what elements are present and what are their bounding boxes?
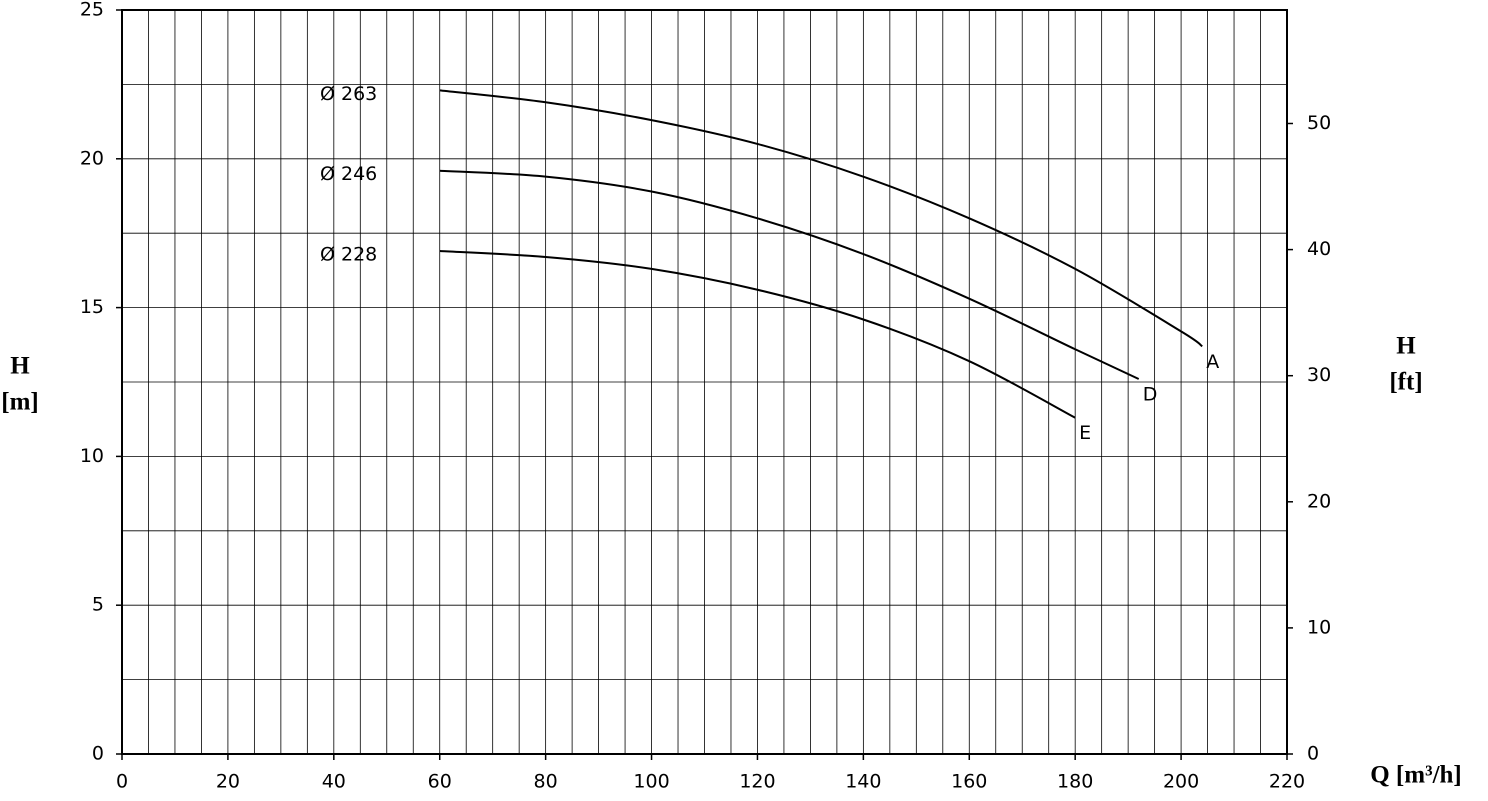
- curve-name: D: [1143, 384, 1158, 406]
- y2-label-unit: [ft]: [1389, 369, 1422, 396]
- y2-tick-label: 50: [1307, 112, 1331, 134]
- diameter-label: Ø 246: [320, 163, 377, 185]
- y-tick-label: 20: [80, 147, 104, 169]
- x-tick-label: 200: [1163, 771, 1199, 793]
- y2-label-symbol: H: [1396, 333, 1416, 360]
- x-tick-label: 160: [951, 771, 987, 793]
- x-tick-label: 220: [1269, 771, 1305, 793]
- y2-tick-label: 40: [1307, 238, 1331, 260]
- curve: [439, 250, 1076, 419]
- y2-tick-label: 30: [1307, 364, 1331, 386]
- curve-name: E: [1079, 422, 1091, 444]
- curve: [439, 89, 1203, 348]
- x-label: Q [m³/h]: [1370, 762, 1462, 789]
- y-tick-label: 15: [80, 296, 104, 318]
- y2-tick-label: 0: [1307, 743, 1319, 765]
- y-tick-label: 25: [80, 0, 104, 21]
- x-tick-label: 60: [428, 771, 452, 793]
- curve: [439, 169, 1140, 380]
- curve-name: A: [1206, 351, 1219, 373]
- x-tick-label: 0: [116, 771, 128, 793]
- plot-frame: [121, 9, 1288, 755]
- y-label-symbol: H: [10, 353, 30, 380]
- y-tick-label: 5: [92, 594, 104, 616]
- x-tick-label: 180: [1057, 771, 1093, 793]
- y2-tick-label: 10: [1307, 616, 1331, 638]
- y-label-unit: [m]: [1, 389, 38, 416]
- x-tick-label: 100: [633, 771, 669, 793]
- x-tick-label: 40: [322, 771, 346, 793]
- x-tick-label: 140: [845, 771, 881, 793]
- x-tick-label: 20: [216, 771, 240, 793]
- y2-tick-label: 20: [1307, 490, 1331, 512]
- x-tick-label: 120: [739, 771, 775, 793]
- diameter-label: Ø 263: [320, 83, 377, 105]
- x-tick-label: 80: [534, 771, 558, 793]
- diameter-label: Ø 228: [320, 244, 377, 266]
- y-tick-label: 10: [80, 445, 104, 467]
- y-tick-label: 0: [92, 743, 104, 765]
